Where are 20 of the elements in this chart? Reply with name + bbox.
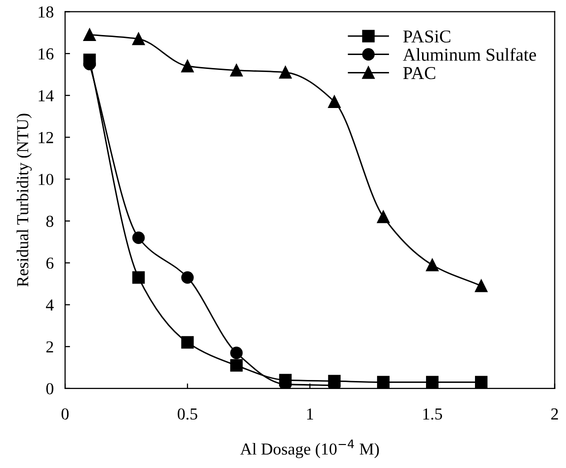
x-axis-title: Al Dosage (10$^{−4}$ M) (240, 440, 379, 458)
legend-label: PAC (403, 67, 436, 80)
y-tick-label: 2 (46, 341, 54, 352)
y-tick-label: 14 (38, 90, 54, 102)
y-tick-label: 4 (46, 300, 54, 311)
x-tick-label: 2 (551, 408, 558, 420)
x-tick-label: 0.5 (178, 408, 198, 420)
y-tick-label: 16 (38, 48, 54, 60)
x-tick-label: 1.5 (423, 408, 442, 420)
legend-label: PASiC (403, 30, 450, 43)
y-tick-label: 18 (38, 6, 54, 18)
y-tick-label: 6 (46, 258, 54, 269)
y-tick-label: 8 (46, 216, 54, 227)
y-tick-label: 12 (38, 132, 54, 144)
x-tick-label: 0 (62, 408, 69, 420)
y-tick-label: 10 (38, 174, 54, 186)
y-axis-title: Residual Turbidity (NTU) (16, 114, 32, 287)
legend-label: Aluminum Sulfate (402, 48, 536, 61)
x-tick-label: 1 (307, 408, 314, 420)
y-tick-label: 0 (46, 383, 54, 394)
